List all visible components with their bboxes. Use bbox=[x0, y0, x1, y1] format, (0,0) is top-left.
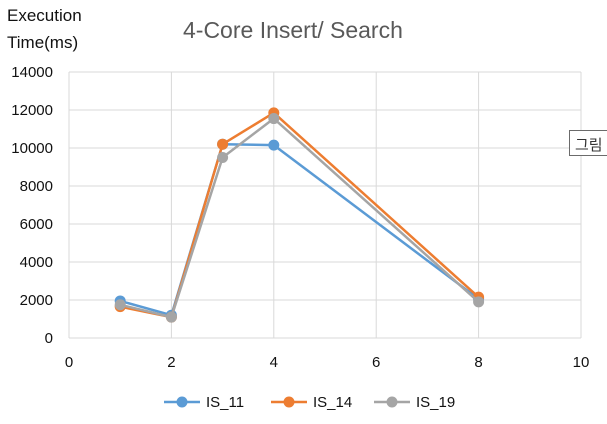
data-point-IS_11 bbox=[268, 139, 280, 151]
y-tick-label: 12000 bbox=[11, 102, 53, 119]
chart-title: 4-Core Insert/ Search bbox=[183, 17, 403, 43]
legend-marker-IS_11 bbox=[176, 396, 188, 408]
legend-marker-IS_14 bbox=[283, 396, 295, 408]
y-tick-label: 2000 bbox=[20, 292, 53, 309]
x-tick-label: 0 bbox=[65, 354, 73, 371]
y-tick-label: 4000 bbox=[20, 254, 53, 271]
legend-label-IS_19: IS_19 bbox=[416, 394, 455, 411]
y-tick-label: 0 bbox=[45, 330, 53, 347]
series-line-IS_11 bbox=[119, 142, 480, 317]
y-axis-label-line-1: Execution bbox=[7, 6, 82, 25]
figure-caption-tag[interactable]: 그림 bbox=[569, 130, 607, 156]
x-tick-label: 2 bbox=[167, 354, 175, 371]
y-axis-label-line-2: Time(ms) bbox=[7, 33, 79, 52]
data-point-IS_19 bbox=[114, 299, 126, 311]
x-tick-label: 6 bbox=[372, 354, 380, 371]
y-tick-label: 10000 bbox=[11, 140, 53, 157]
legend-marker-IS_19 bbox=[386, 396, 398, 408]
data-point-IS_19 bbox=[217, 152, 229, 163]
legend-label-IS_11: IS_11 bbox=[206, 394, 244, 411]
y-tick-label: 6000 bbox=[20, 216, 53, 233]
y-tick-label: 14000 bbox=[11, 64, 53, 81]
x-tick-label: 10 bbox=[573, 354, 590, 371]
data-point-IS_19 bbox=[268, 113, 280, 125]
x-tick-label: 8 bbox=[474, 354, 482, 371]
data-point-IS_14 bbox=[217, 138, 229, 150]
data-point-IS_19 bbox=[473, 296, 485, 308]
y-tick-label: 8000 bbox=[20, 178, 53, 195]
x-tick-label: 4 bbox=[270, 354, 278, 371]
series-line-IS_14 bbox=[119, 111, 480, 319]
data-point-IS_19 bbox=[165, 311, 177, 323]
legend-label-IS_14: IS_14 bbox=[313, 394, 352, 411]
